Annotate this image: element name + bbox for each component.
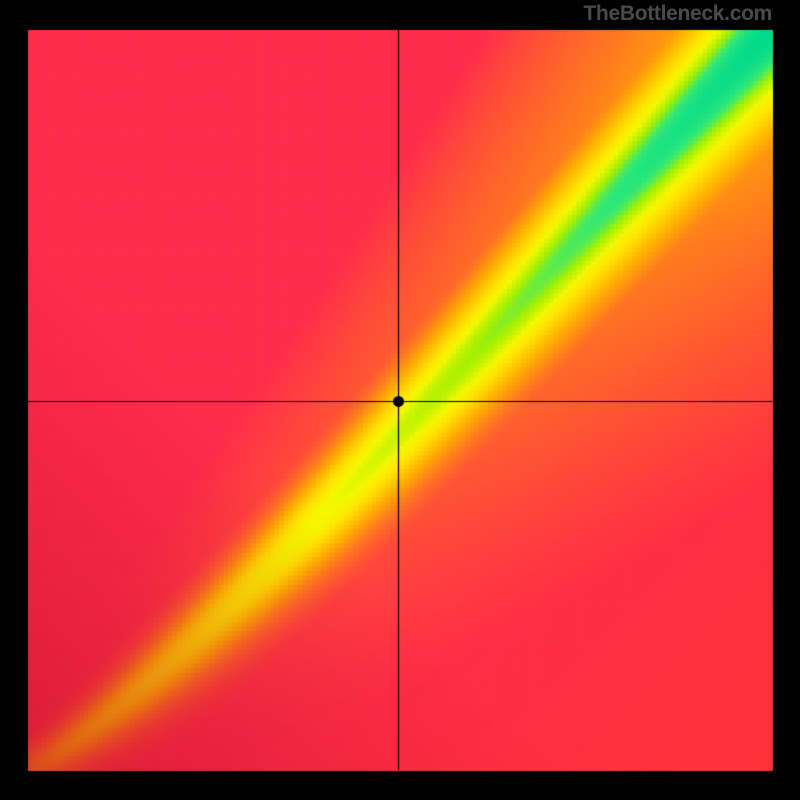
- bottleneck-heatmap-canvas: [0, 0, 800, 800]
- chart-container: TheBottleneck.com: [0, 0, 800, 800]
- attribution-label: TheBottleneck.com: [583, 2, 772, 26]
